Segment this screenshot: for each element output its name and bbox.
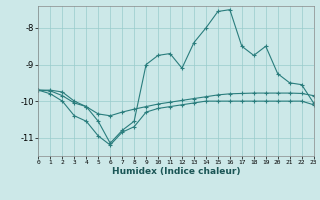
X-axis label: Humidex (Indice chaleur): Humidex (Indice chaleur): [112, 167, 240, 176]
